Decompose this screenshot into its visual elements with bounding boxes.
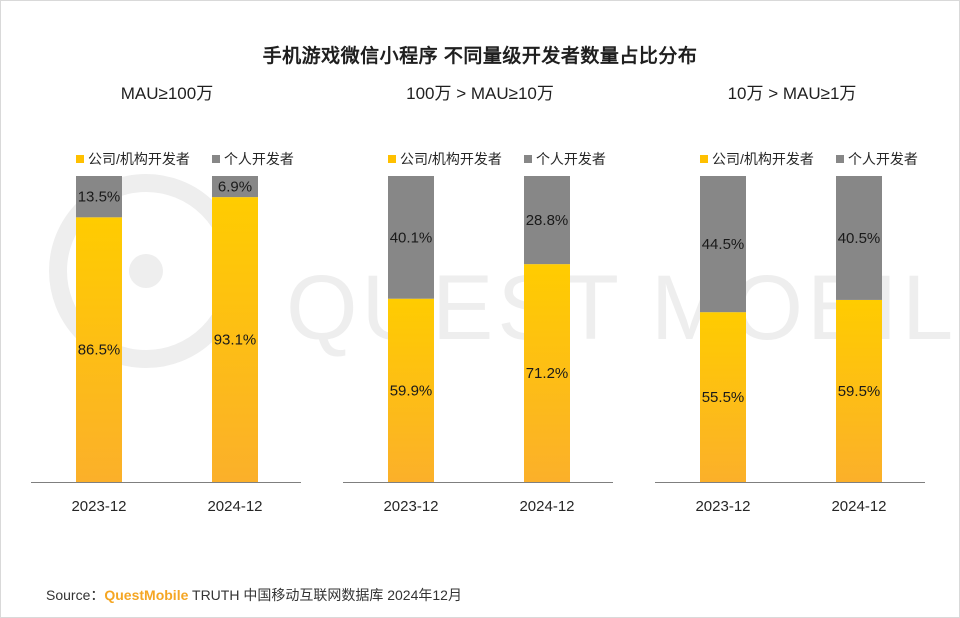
data-label: 6.9% bbox=[218, 179, 252, 196]
legend-entry-company: 公司/机构开发者 bbox=[388, 149, 502, 169]
legend-label-company: 公司/机构开发者 bbox=[400, 151, 502, 167]
data-label: 55.5% bbox=[702, 389, 745, 406]
data-label: 44.5% bbox=[702, 236, 745, 253]
legend-swatch-company bbox=[700, 155, 709, 163]
legend-label-company: 公司/机构开发者 bbox=[712, 151, 814, 167]
bar-company-segment bbox=[76, 217, 122, 482]
x-tick-label: 2024-12 bbox=[519, 498, 574, 515]
bar-company-segment bbox=[836, 299, 882, 482]
x-tick-label: 2024-12 bbox=[207, 498, 262, 515]
data-label: 40.1% bbox=[390, 229, 433, 246]
data-label: 86.5% bbox=[78, 342, 121, 359]
legend-swatch-individual bbox=[835, 155, 844, 163]
x-tick-label: 2024-12 bbox=[831, 498, 886, 515]
legend-swatch-individual bbox=[523, 155, 532, 163]
data-label: 59.9% bbox=[390, 382, 433, 399]
bar-company-segment bbox=[700, 312, 746, 482]
source-note: Source：QuestMobile TRUTH 中国移动互联网数据库 2024… bbox=[46, 585, 462, 605]
bar-individual-segment bbox=[524, 176, 570, 265]
data-label: 40.5% bbox=[838, 230, 881, 247]
data-label: 71.2% bbox=[526, 365, 569, 382]
bar-company-segment bbox=[524, 264, 570, 482]
data-label: 28.8% bbox=[526, 212, 569, 229]
panel-title-2: 100万 > MAU≥10万 bbox=[406, 84, 554, 103]
legend-2: 公司/机构开发者 个人开发者 bbox=[347, 150, 647, 168]
data-label: 13.5% bbox=[78, 189, 121, 206]
legend-label-individual: 个人开发者 bbox=[847, 151, 918, 167]
legend-entry-individual: 个人开发者 bbox=[523, 149, 606, 169]
bar-company-segment bbox=[388, 298, 434, 482]
legend-swatch-company bbox=[388, 155, 397, 163]
legend-label-individual: 个人开发者 bbox=[535, 151, 606, 167]
source-label: Source： bbox=[46, 587, 105, 603]
legend-swatch-individual bbox=[211, 155, 220, 163]
panel-title-1: MAU≥100万 bbox=[120, 84, 214, 103]
legend-label-company: 公司/机构开发者 bbox=[88, 151, 190, 167]
panel-title-3: 10万 > MAU≥1万 bbox=[727, 84, 857, 103]
legend-entry-individual: 个人开发者 bbox=[835, 149, 918, 169]
source-brand: QuestMobile bbox=[104, 587, 189, 603]
bar-individual-segment bbox=[700, 176, 746, 313]
x-tick-label: 2023-12 bbox=[695, 498, 750, 515]
bar-individual-segment bbox=[836, 176, 882, 300]
legend-entry-company: 公司/机构开发者 bbox=[700, 149, 814, 169]
data-label: 93.1% bbox=[214, 332, 257, 349]
legend-3: 公司/机构开发者 个人开发者 bbox=[659, 150, 959, 168]
bar-individual-segment bbox=[388, 176, 434, 299]
watermark-dot bbox=[129, 254, 163, 288]
data-label: 59.5% bbox=[838, 383, 881, 400]
x-tick-label: 2023-12 bbox=[71, 498, 126, 515]
bar-individual-segment bbox=[76, 176, 122, 218]
legend-1: 公司/机构开发者 个人开发者 bbox=[35, 150, 335, 168]
bar-company-segment bbox=[212, 197, 258, 482]
chart-title: 手机游戏微信小程序 不同量级开发者数量占比分布 bbox=[262, 46, 698, 67]
x-tick-label: 2023-12 bbox=[383, 498, 438, 515]
legend-swatch-company bbox=[76, 155, 85, 163]
legend-entry-individual: 个人开发者 bbox=[211, 149, 294, 169]
legend-entry-company: 公司/机构开发者 bbox=[76, 149, 190, 169]
source-text: TRUTH 中国移动互联网数据库 2024年12月 bbox=[188, 587, 462, 603]
legend-label-individual: 个人开发者 bbox=[223, 151, 294, 167]
bar-individual-segment bbox=[212, 176, 258, 198]
